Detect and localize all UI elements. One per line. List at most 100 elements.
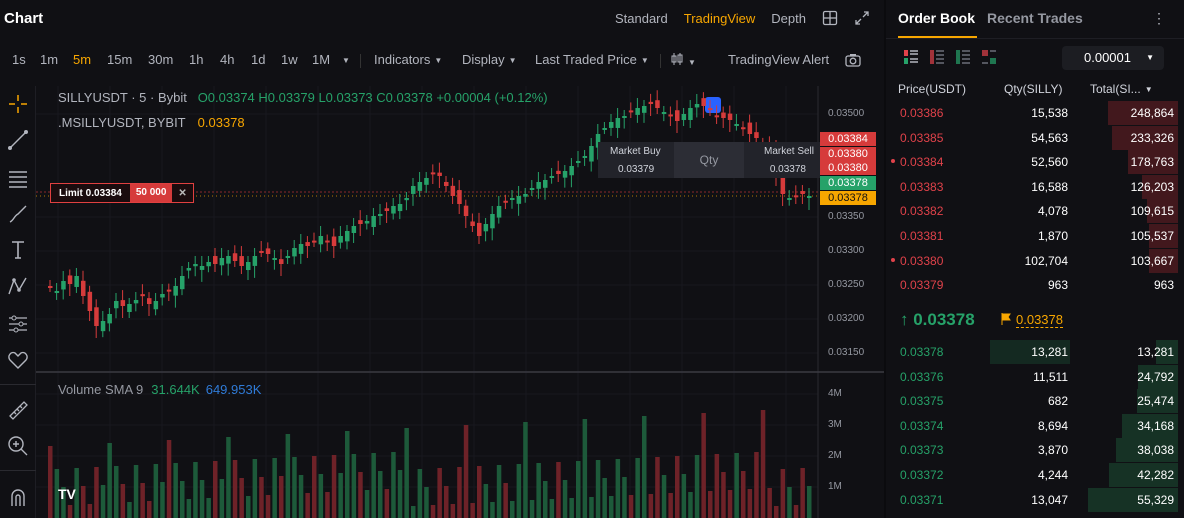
volume-bar	[404, 428, 409, 518]
timeframe-4h[interactable]: 4h	[220, 52, 235, 67]
limit-order-qty[interactable]: 50 000	[129, 184, 173, 202]
limit-order-label[interactable]: Limit 0.03384 50 000 ✕	[50, 183, 194, 203]
candle-body	[100, 321, 106, 332]
timeframe-1d[interactable]: 1d	[251, 52, 266, 67]
timeframe-1M[interactable]: 1M	[312, 52, 331, 67]
layout-stacked-icon[interactable]	[982, 50, 996, 64]
volume-bar	[384, 489, 390, 518]
fullscreen-icon[interactable]	[854, 10, 870, 26]
bid-row[interactable]: 0.03374 8,694 34,168	[886, 413, 1184, 438]
ask-row[interactable]: 0.03382 4,078 109,615	[886, 199, 1184, 224]
chevron-down-icon: ▼	[508, 56, 517, 65]
tick-size-select[interactable]: 0.00001 ▼	[1062, 46, 1164, 70]
measure-settings-icon[interactable]	[6, 312, 30, 336]
more-options-icon[interactable]: ⋮	[1152, 10, 1166, 26]
ask-row[interactable]: 0.03383 16,588 126,203	[886, 174, 1184, 199]
volume-bar	[147, 501, 152, 518]
ask-price: 0.03385	[900, 130, 944, 145]
candle-body	[305, 242, 310, 246]
tradingview-logo[interactable]: TV	[58, 486, 76, 502]
candle-body	[450, 185, 456, 196]
own-order-dot	[891, 257, 895, 262]
close-icon[interactable]: ✕	[178, 187, 187, 199]
bid-row[interactable]: 0.03376 11,511 24,792	[886, 364, 1184, 389]
volume-bar	[74, 468, 79, 518]
market-buy-button[interactable]: Market Buy	[610, 146, 661, 157]
volume-bar	[140, 483, 145, 518]
trend-line-icon[interactable]	[6, 128, 30, 152]
bid-row[interactable]: 0.03375 682 25,474	[886, 389, 1184, 414]
candle-body	[318, 236, 324, 245]
text-icon[interactable]	[6, 238, 30, 262]
mark-symbol[interactable]: .MSILLYUSDT, BYBIT	[58, 115, 186, 130]
candle-body	[721, 112, 726, 118]
ask-row[interactable]: 0.03385 54,563 233,326	[886, 125, 1184, 150]
tab-recent-trades[interactable]: Recent Trades	[987, 10, 1083, 26]
bid-total: 25,474	[1137, 394, 1174, 409]
grid-layout-icon[interactable]	[822, 10, 838, 26]
volume-value: 31.644K	[151, 382, 200, 397]
volume-bar	[734, 453, 739, 518]
ask-row[interactable]: 0.03379 963 963	[886, 273, 1184, 297]
timeframe-1w[interactable]: 1w	[281, 52, 298, 67]
candle-body	[298, 244, 304, 254]
symbol-label[interactable]: SILLYUSDT · 5 · Bybit	[58, 90, 187, 105]
toolbar-divider	[660, 54, 661, 68]
candle-body	[503, 200, 508, 203]
timeframe-15m[interactable]: 15m	[107, 52, 133, 67]
indicators-button[interactable]: Indicators ▼	[374, 52, 442, 67]
ask-row[interactable]: 0.03386 15,538 248,864	[886, 101, 1184, 125]
magnet-icon[interactable]	[6, 486, 30, 510]
brush-icon[interactable]	[6, 202, 30, 226]
crosshair-icon[interactable]	[6, 92, 30, 116]
candle-type-button[interactable]: ▼	[670, 52, 696, 69]
bid-row[interactable]: 0.03372 4,244 42,282	[886, 463, 1184, 487]
candle-body	[331, 236, 337, 246]
horizontal-lines-icon[interactable]	[6, 166, 30, 190]
zoom-in-icon[interactable]	[6, 434, 30, 458]
toolbar-divider	[0, 384, 36, 385]
tab-tradingview[interactable]: TradingView	[683, 10, 756, 26]
candle-body	[285, 256, 291, 259]
timeframe-dropdown[interactable]: ▼	[338, 52, 350, 67]
tradingview-alert-button[interactable]: TradingView Alert	[728, 52, 830, 67]
candle-body	[384, 208, 390, 211]
qty-input[interactable]: Qty	[674, 142, 744, 178]
layout-asks-icon[interactable]	[930, 50, 944, 64]
ruler-icon[interactable]	[6, 398, 30, 422]
timeframe-5m[interactable]: 5m	[73, 52, 92, 67]
tab-standard[interactable]: Standard	[614, 10, 668, 26]
market-sell-button[interactable]: Market Sell	[763, 146, 814, 157]
tab-order-book[interactable]: Order Book	[898, 10, 976, 26]
candle-body	[661, 112, 667, 114]
display-button[interactable]: Display ▼	[462, 52, 517, 67]
price-type-select[interactable]: Last Traded Price ▼	[535, 52, 649, 67]
candle-body	[582, 156, 588, 158]
timeframe-30m[interactable]: 30m	[148, 52, 174, 67]
timeframe-1h[interactable]: 1h	[189, 52, 204, 67]
heart-icon[interactable]	[6, 348, 30, 372]
pattern-icon[interactable]	[6, 274, 30, 298]
layout-both-icon[interactable]	[904, 50, 918, 64]
candle-body	[279, 259, 284, 264]
bid-row[interactable]: 0.03371 13,047 55,329	[886, 487, 1184, 512]
candle-body	[622, 116, 627, 118]
timeframe-1m[interactable]: 1m	[40, 52, 59, 67]
timeframe-1s[interactable]: 1s	[12, 52, 26, 67]
ask-row[interactable]: 0.03384 52,560 178,763	[886, 150, 1184, 175]
layout-bids-icon[interactable]	[956, 50, 970, 64]
volume-bars	[48, 410, 812, 518]
volume-label[interactable]: Volume SMA 9	[58, 382, 144, 397]
bid-row[interactable]: 0.03373 3,870 38,038	[886, 438, 1184, 463]
ask-qty: 102,704	[1024, 253, 1068, 268]
ask-row[interactable]: 0.03381 1,870 105,537	[886, 224, 1184, 248]
bid-row[interactable]: 0.03378 13,281 13,281	[886, 340, 1184, 364]
volume-bar	[81, 486, 86, 518]
camera-icon[interactable]	[845, 53, 861, 67]
column-header-total[interactable]: Total(SI... ▼	[1090, 82, 1153, 96]
ask-row[interactable]: 0.03380 102,704 103,667	[886, 248, 1184, 273]
tab-depth[interactable]: Depth	[771, 10, 806, 26]
price-axis-label: 0.03350	[828, 211, 865, 222]
mark-price[interactable]: 0.03378	[1016, 312, 1063, 328]
candle-body	[655, 100, 660, 108]
